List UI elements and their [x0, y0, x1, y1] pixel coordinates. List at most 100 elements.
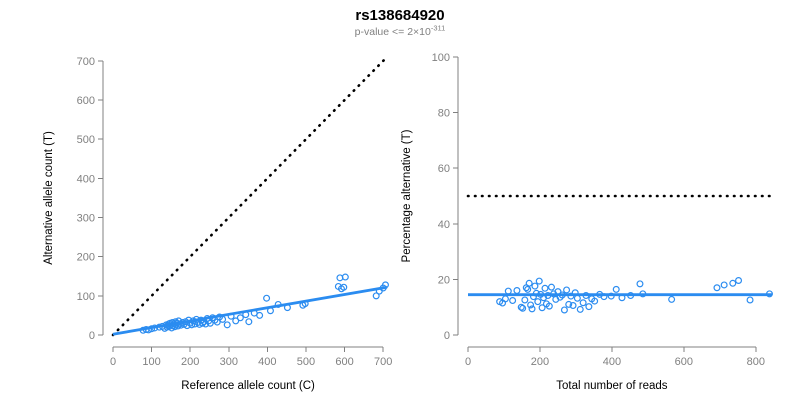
data-point: [582, 292, 590, 300]
data-point: [223, 321, 231, 329]
data-point: [534, 298, 542, 306]
data-point: [381, 281, 389, 289]
data-point: [151, 324, 159, 332]
data-point: [618, 294, 626, 302]
data-point: [668, 295, 676, 303]
y-axis: [98, 60, 104, 336]
data-point: [174, 322, 182, 330]
data-point: [565, 300, 573, 308]
data-point: [178, 318, 186, 326]
data-point: [600, 293, 608, 301]
y-tick-label: 100: [77, 291, 95, 303]
data-point: [517, 303, 525, 311]
data-point: [527, 301, 535, 309]
y-tick-label: 0: [444, 330, 450, 342]
x-tick-label: 100: [142, 356, 160, 368]
data-point: [236, 314, 244, 322]
x-tick-label: 200: [181, 356, 199, 368]
x-tick-label: 500: [297, 356, 315, 368]
x-tick-label: 400: [603, 356, 621, 368]
data-point: [591, 297, 599, 305]
right-scatter-panel: 0 20 40 60 80 100 0 200 400 600 800 Total number of…: [401, 52, 774, 392]
x-tick-label: 300: [220, 356, 238, 368]
y-tick-label: 700: [77, 56, 95, 68]
data-point: [501, 295, 509, 303]
x-tick-label: 400: [258, 356, 276, 368]
y-tick-label: 400: [77, 173, 95, 185]
data-point: [528, 305, 536, 313]
data-point: [538, 304, 546, 312]
data-point: [341, 273, 349, 281]
data-point: [245, 318, 253, 326]
x-tick-label: 700: [374, 356, 392, 368]
y-tick-label: 60: [438, 163, 450, 175]
data-point: [524, 285, 532, 293]
data-point: [547, 283, 555, 291]
x-axis-title: Reference allele count (C): [181, 380, 315, 392]
left-scatter-panel: 0 100 200 300 400 500 600 700 0 100 200 300 400 500 60…: [43, 55, 392, 392]
data-point: [567, 292, 575, 300]
x-tick-label: 800: [747, 356, 765, 368]
data-point: [729, 279, 737, 287]
data-point: [242, 311, 250, 319]
data-point: [556, 293, 564, 301]
data-point: [145, 326, 153, 334]
data-point: [563, 286, 571, 294]
data-point: [636, 280, 644, 288]
y-tick-label: 40: [438, 219, 450, 231]
data-point: [545, 302, 553, 310]
y-axis-title: Percentage alternative (T): [401, 129, 413, 262]
data-point: [585, 303, 593, 311]
data-point: [519, 304, 527, 312]
data-point: [340, 283, 348, 291]
x-tick-label: 200: [531, 356, 549, 368]
x-axis: [112, 346, 384, 352]
data-point: [720, 281, 728, 289]
scatter-series: [139, 273, 389, 334]
y-tick-label: 80: [438, 108, 450, 120]
data-point: [148, 325, 156, 333]
data-point: [579, 299, 587, 307]
x-axis-title: Total number of reads: [556, 380, 667, 392]
data-point: [576, 305, 584, 313]
y-tick-label: 300: [77, 213, 95, 225]
x-tick-label: 0: [465, 356, 471, 368]
data-point: [531, 282, 539, 290]
data-point: [521, 296, 529, 304]
data-point: [227, 312, 235, 320]
data-point: [612, 285, 620, 293]
data-point: [569, 302, 577, 310]
data-point: [188, 321, 196, 329]
identity-line: [111, 55, 389, 337]
data-point: [525, 279, 533, 287]
x-axis: [467, 346, 757, 352]
data-point: [560, 306, 568, 314]
data-point: [232, 317, 240, 325]
y-tick-label: 500: [77, 134, 95, 146]
x-tick-label: 600: [335, 356, 353, 368]
data-point: [283, 304, 291, 312]
y-tick-label: 100: [432, 52, 450, 64]
data-point: [607, 292, 615, 300]
scatter-series: [496, 277, 773, 314]
regression-line: [112, 285, 388, 336]
data-point: [509, 297, 517, 305]
y-axis-title: Alternative allele count (T): [43, 131, 55, 265]
data-point: [274, 300, 282, 308]
data-point: [266, 307, 274, 315]
y-tick-label: 600: [77, 95, 95, 107]
data-point: [535, 277, 543, 285]
data-point: [735, 277, 743, 285]
data-point: [627, 292, 635, 300]
y-tick-label: 0: [89, 330, 95, 342]
data-point: [765, 290, 773, 298]
data-point: [558, 291, 566, 299]
data-point: [639, 290, 647, 298]
data-point: [532, 289, 540, 297]
x-tick-label: 0: [110, 356, 116, 368]
y-tick-label: 200: [77, 252, 95, 264]
y-axis: [453, 56, 459, 336]
data-point: [513, 287, 521, 295]
